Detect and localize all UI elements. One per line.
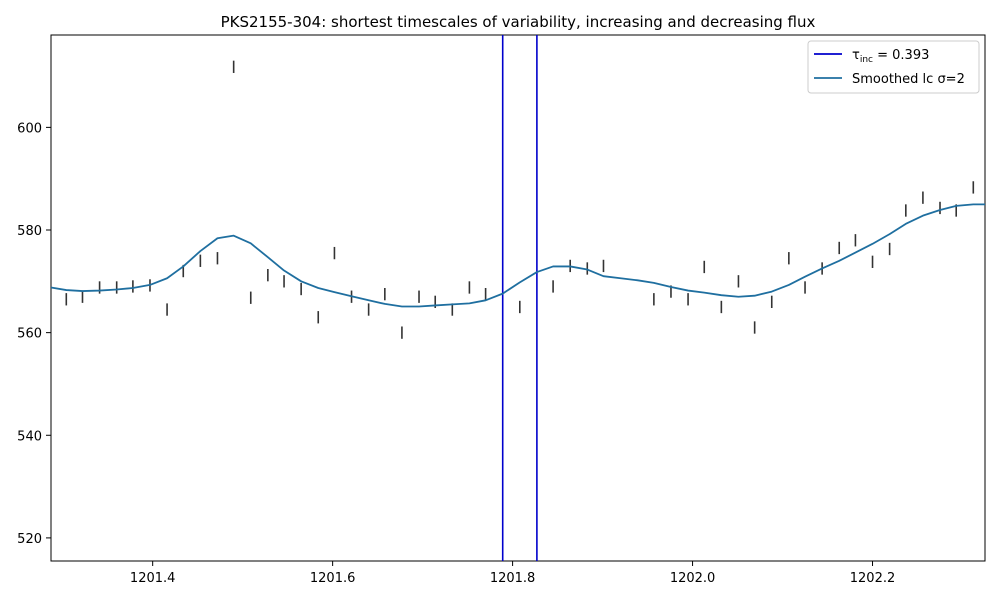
legend-box <box>807 40 980 94</box>
legend-label: τinc = 0.393 <box>852 48 929 65</box>
y-tick-label: 580 <box>17 224 42 239</box>
x-tick-label: 1202.0 <box>670 571 716 586</box>
x-tick-label: 1202.2 <box>850 571 896 586</box>
y-tick-label: 540 <box>17 429 42 444</box>
y-tick-label: 600 <box>17 121 42 136</box>
smoothed-lc-line <box>50 203 985 308</box>
plot-frame <box>50 34 986 562</box>
legend-item-tau-inc: τinc = 0.393 <box>814 48 929 65</box>
x-tick-label: 1201.6 <box>310 571 356 586</box>
x-tick-label: 1201.8 <box>490 571 536 586</box>
y-tick-label: 560 <box>17 327 42 342</box>
chart-title: PKS2155-304: shortest timescales of vari… <box>221 13 816 31</box>
legend-label: Smoothed lc σ=2 <box>852 72 965 87</box>
legend-item-smoothed-lc: Smoothed lc σ=2 <box>814 72 965 87</box>
legend: τinc = 0.393 Smoothed lc σ=2 <box>807 40 980 94</box>
y-tick-label: 520 <box>17 532 42 547</box>
x-tick-label: 1201.4 <box>130 571 176 586</box>
